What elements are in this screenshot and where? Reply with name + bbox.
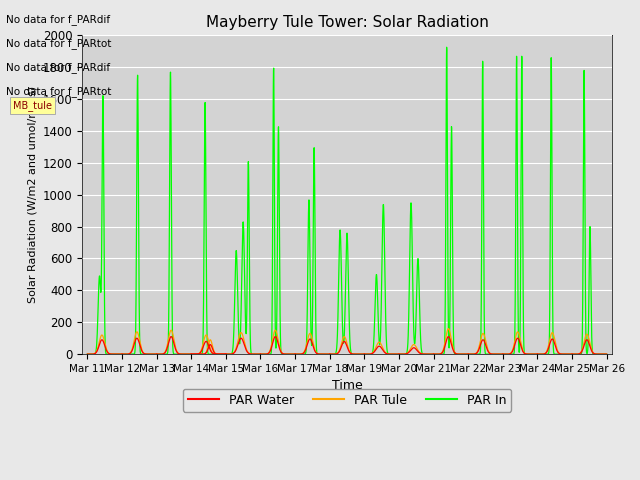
Y-axis label: Solar Radiation (W/m2 and umol/m2/s): Solar Radiation (W/m2 and umol/m2/s)	[27, 86, 37, 303]
Title: Mayberry Tule Tower: Solar Radiation: Mayberry Tule Tower: Solar Radiation	[205, 15, 488, 30]
Text: No data for f_PARdif: No data for f_PARdif	[6, 62, 111, 73]
Text: No data for f_PARtot: No data for f_PARtot	[6, 86, 112, 97]
Text: No data for f_PARtot: No data for f_PARtot	[6, 38, 112, 49]
X-axis label: Time: Time	[332, 379, 362, 393]
Legend: PAR Water, PAR Tule, PAR In: PAR Water, PAR Tule, PAR In	[182, 389, 511, 412]
Text: MB_tule: MB_tule	[13, 100, 52, 111]
Text: No data for f_PARdif: No data for f_PARdif	[6, 14, 111, 25]
